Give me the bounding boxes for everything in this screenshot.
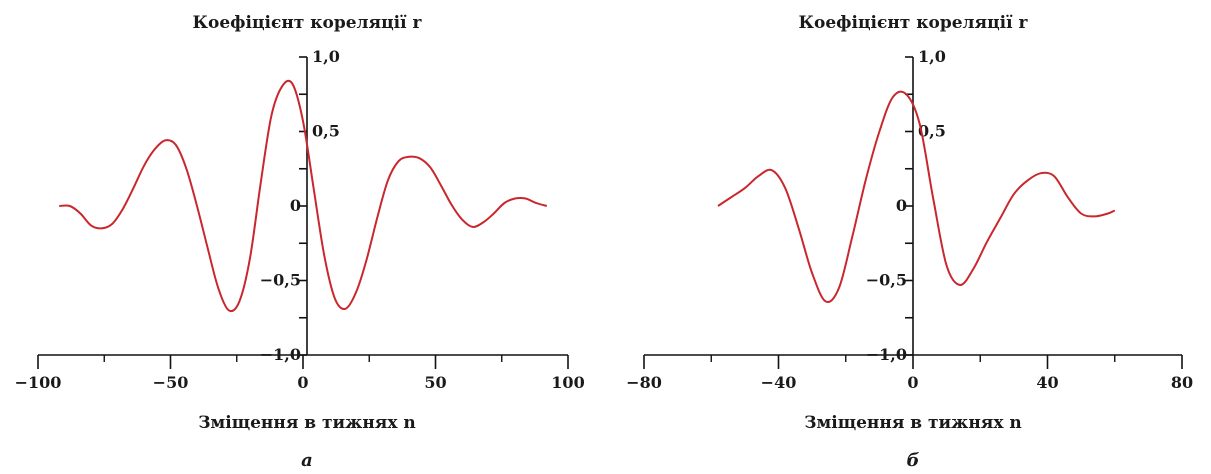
panel-label: а: [301, 450, 313, 471]
x-tick-label: 40: [1036, 373, 1058, 392]
y-tick-label: −1,0: [866, 345, 907, 364]
chart-title: Коефіцієнт кореляції r: [193, 13, 423, 33]
chart-title: Коефіцієнт кореляції r: [799, 13, 1029, 33]
chart-panel-a: Коефіцієнт кореляції r Зміщення в тижнях…: [15, 13, 585, 471]
x-tick-label: 0: [907, 373, 918, 392]
y-tick-label: −1,0: [260, 345, 301, 364]
y-tick-label: −0,5: [260, 271, 301, 290]
x-tick-label: 0: [297, 373, 308, 392]
y-tick-label: 0: [896, 196, 907, 215]
chart-panel-b: Коефіцієнт кореляції r Зміщення в тижнях…: [626, 13, 1193, 471]
x-tick-label: 50: [424, 373, 446, 392]
correlation-series-line: [717, 90, 1116, 303]
y-tick-label: 0: [290, 196, 301, 215]
y-tick-label: 0,5: [312, 122, 340, 141]
x-axis-label: Зміщення в тижнях n: [198, 413, 416, 433]
y-tick-label: 1,0: [918, 47, 946, 66]
x-tick-label: −80: [626, 373, 662, 392]
x-tick-label: −50: [153, 373, 189, 392]
correlation-series-line: [59, 79, 548, 313]
panel-label: б: [907, 450, 920, 471]
x-tick-label: 80: [1171, 373, 1193, 392]
y-tick-label: 0,5: [918, 122, 946, 141]
y-tick-label: −0,5: [866, 271, 907, 290]
y-tick-label: 1,0: [312, 47, 340, 66]
x-tick-label: 100: [551, 373, 584, 392]
x-axis-label: Зміщення в тижнях n: [804, 413, 1022, 433]
x-tick-label: −100: [15, 373, 62, 392]
x-tick-label: −40: [761, 373, 797, 392]
